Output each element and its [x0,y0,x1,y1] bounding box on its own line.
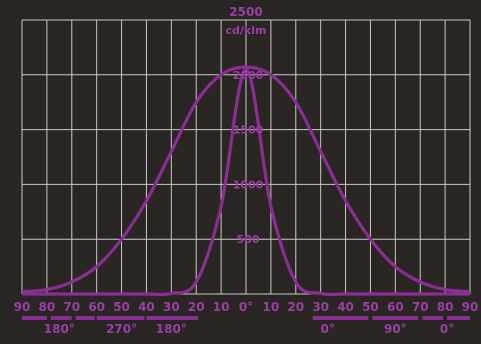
plane-bar [447,316,470,320]
x-tick-label: 10 [263,300,280,314]
plane-bar [97,316,145,320]
plane-label-left: 180° [44,322,75,336]
grid [22,20,470,294]
plane-bar [313,316,369,320]
plane-labels: 180° 270° 180° 0° 90° 0° [22,316,470,336]
x-tick-label: 40 [138,300,155,314]
x-tick-label: 40 [337,300,354,314]
x-tick-label: 50 [362,300,379,314]
x-tick-label: 80 [437,300,454,314]
y-tick-label: 500 [237,233,260,246]
x-tick-label: 0° [239,300,253,314]
plane-bar [146,316,198,320]
x-tick-label: 60 [387,300,404,314]
y-tick-label: 2000 [233,69,264,82]
x-tick-label: 60 [88,300,105,314]
x-tick-label: 70 [63,300,80,314]
x-tick-label: 30 [312,300,329,314]
chart-title: 2500 [229,5,262,19]
y-tick-label: 1000 [233,178,264,191]
plane-bar [22,316,47,320]
plane-bar [76,316,95,320]
plane-label-left: 180° [156,322,187,336]
plane-bar [51,316,72,320]
x-tick-label: 50 [113,300,130,314]
x-tick-label: 20 [188,300,205,314]
x-tick-label: 90 [462,300,479,314]
plane-label-left: 270° [106,322,137,336]
x-tick-label: 20 [287,300,304,314]
plane-label-right: 90° [384,322,407,336]
unit-label: cd/klm [226,24,267,37]
x-tick-label: 80 [39,300,56,314]
plane-bar [372,316,418,320]
x-tick-label: 30 [163,300,180,314]
plane-bar [422,316,443,320]
y-tick-label: 1500 [233,124,264,137]
x-tick-label: 90 [14,300,31,314]
x-tick-label: 10 [213,300,230,314]
x-tick-label: 70 [412,300,429,314]
plane-label-right: 0° [440,322,454,336]
plane-label-right: 0° [320,322,334,336]
x-ticks: 90 80 70 60 50 40 30 20 10 0° 10 20 30 40 50 60 70 80 90 [14,300,479,314]
